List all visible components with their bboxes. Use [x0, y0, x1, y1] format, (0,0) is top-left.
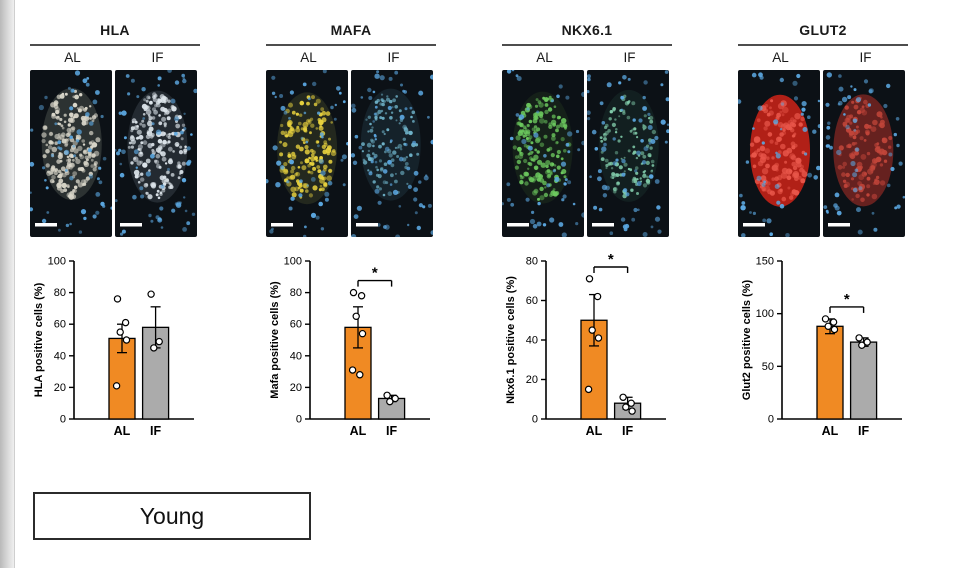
figure-panels-row: HLA AL IF 0 20 40 60 80 100 AL IF HLA positive c…: [28, 22, 908, 445]
marker-title: NKX6.1: [561, 22, 613, 38]
svg-text:*: *: [372, 265, 378, 282]
svg-text:0: 0: [532, 414, 538, 426]
condition-label-if: IF: [387, 50, 400, 65]
scale-bar: [507, 223, 529, 227]
microscopy-image-if: [350, 70, 436, 240]
svg-text:100: 100: [48, 256, 66, 268]
header-rule: [266, 44, 436, 46]
page-edge-strip: [0, 0, 15, 568]
condition-label-if: IF: [151, 50, 164, 65]
condition-label-if: IF: [623, 50, 636, 65]
panel-nkx61: NKX6.1 AL IF 0 20 40 60 80 * AL IF Nkx6.1 positi…: [500, 22, 672, 445]
svg-text:150: 150: [756, 256, 774, 268]
bar-chart-mafa: 0 20 40 60 80 100 * AL IF Mafa positive cells (%): [266, 247, 436, 445]
panel-hla: HLA AL IF 0 20 40 60 80 100 AL IF HLA positive c…: [28, 22, 200, 445]
microscopy-image-al: [264, 69, 350, 239]
microscopy-image-if: [113, 68, 198, 237]
group-label: Young: [139, 502, 205, 529]
svg-text:20: 20: [290, 382, 302, 394]
panel-mafa: MAFA AL IF 0 20 40 60 80 100 * AL IF Mafa positiv…: [264, 22, 436, 445]
marker-title: MAFA: [330, 22, 372, 38]
svg-text:60: 60: [526, 295, 538, 307]
scale-bar: [271, 223, 293, 227]
scale-bar: [35, 223, 57, 227]
svg-text:0: 0: [60, 414, 66, 426]
svg-text:0: 0: [296, 414, 302, 426]
bar-chart-glut2: 0 50 100 150 * AL IF Glut2 positive cells (%): [738, 247, 908, 445]
condition-label-al: AL: [64, 50, 81, 65]
svg-text:*: *: [608, 251, 614, 268]
microscopy-image-al: [28, 70, 114, 237]
bar-chart-hla: 0 20 40 60 80 100 AL IF HLA positive cells (%): [30, 247, 200, 445]
microscopy-pair: [28, 68, 200, 237]
svg-text:40: 40: [526, 335, 538, 347]
scale-bar: [356, 223, 378, 227]
svg-text:IF: IF: [386, 424, 397, 438]
svg-text:HLA positive cells (%): HLA positive cells (%): [33, 282, 45, 397]
microscopy-image-if: [823, 70, 906, 237]
svg-text:0: 0: [768, 414, 774, 426]
svg-text:50: 50: [762, 361, 774, 373]
svg-text:100: 100: [284, 256, 302, 268]
microscopy-pair: [500, 68, 672, 238]
marker-title: HLA: [100, 22, 130, 38]
svg-text:AL: AL: [114, 424, 131, 438]
microscopy-pair: [264, 69, 436, 240]
microscopy-pair: [736, 70, 908, 238]
svg-text:AL: AL: [350, 424, 367, 438]
svg-text:AL: AL: [822, 424, 839, 438]
svg-text:AL: AL: [586, 424, 603, 438]
condition-labels: AL IF: [30, 48, 200, 70]
scale-bar: [828, 223, 850, 227]
svg-text:20: 20: [526, 374, 538, 386]
bar-chart-nkx61: 0 20 40 60 80 * AL IF Nkx6.1 positive cells (%): [502, 247, 672, 445]
panel-glut2: GLUT2 AL IF 0 50 100 150 * AL IF Glut2 positive…: [736, 22, 908, 445]
scale-bar: [743, 223, 765, 227]
scale-bar: [592, 223, 614, 227]
svg-text:60: 60: [290, 319, 302, 331]
condition-labels: AL IF: [502, 48, 672, 70]
group-label-box: Young: [33, 492, 311, 540]
condition-label-al: AL: [536, 50, 553, 65]
svg-text:60: 60: [54, 319, 66, 331]
marker-title: GLUT2: [799, 22, 847, 38]
condition-label-al: AL: [772, 50, 789, 65]
svg-text:40: 40: [54, 350, 66, 362]
svg-text:*: *: [844, 291, 850, 308]
svg-text:Mafa positive cells (%): Mafa positive cells (%): [269, 281, 281, 399]
condition-labels: AL IF: [738, 48, 908, 70]
svg-text:80: 80: [54, 287, 66, 299]
header-rule: [502, 44, 672, 46]
svg-text:80: 80: [526, 256, 538, 268]
svg-text:20: 20: [54, 382, 66, 394]
microscopy-image-al: [736, 70, 822, 238]
scale-bar: [120, 223, 142, 227]
svg-text:40: 40: [290, 350, 302, 362]
svg-text:Nkx6.1 positive cells (%): Nkx6.1 positive cells (%): [505, 276, 517, 404]
microscopy-image-al: [500, 68, 587, 238]
svg-text:IF: IF: [858, 424, 869, 438]
svg-text:Glut2 positive cells (%): Glut2 positive cells (%): [741, 279, 753, 400]
header-rule: [738, 44, 908, 46]
header-rule: [30, 44, 200, 46]
microscopy-image-if: [586, 70, 670, 237]
condition-labels: AL IF: [266, 48, 436, 70]
svg-text:100: 100: [756, 308, 774, 320]
svg-text:IF: IF: [622, 424, 633, 438]
condition-label-if: IF: [859, 50, 872, 65]
svg-text:IF: IF: [150, 424, 161, 438]
condition-label-al: AL: [300, 50, 317, 65]
svg-text:80: 80: [290, 287, 302, 299]
